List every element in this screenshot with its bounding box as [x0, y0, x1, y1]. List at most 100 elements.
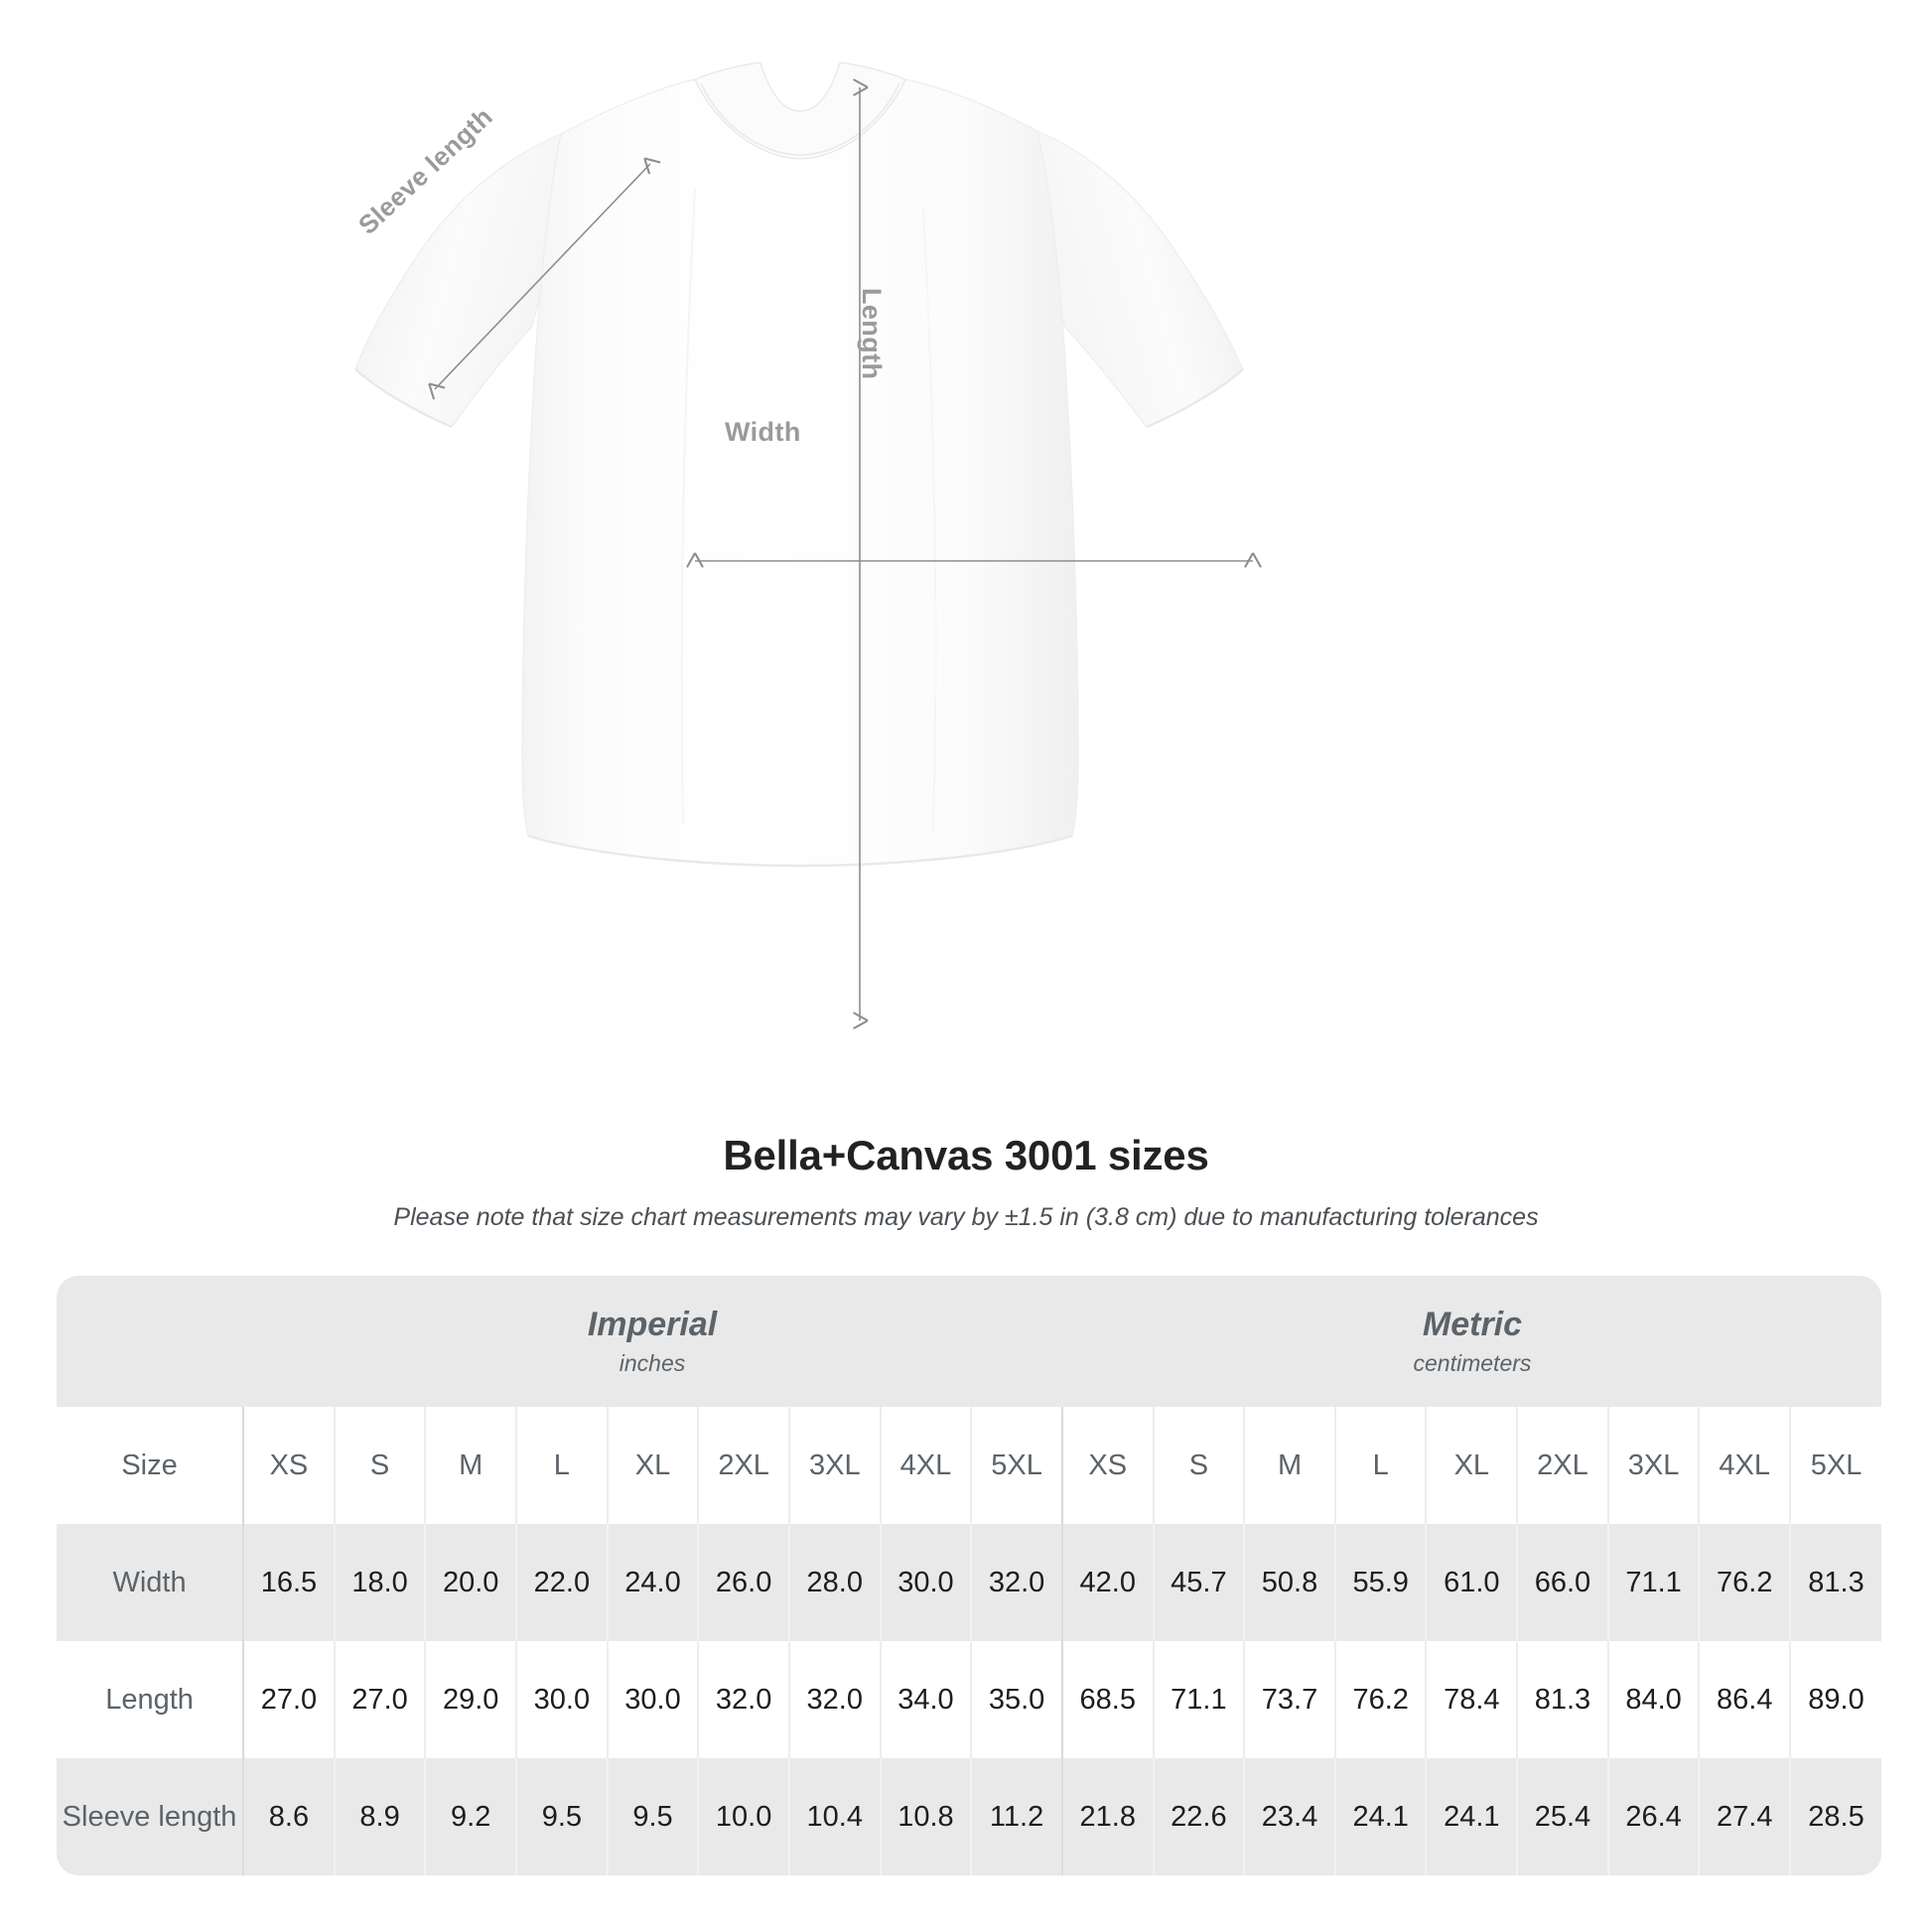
size-chart-table: Imperial inches Metric centimeters Size … — [57, 1276, 1881, 1875]
table-row: Sleeve length 8.6 8.9 9.2 9.5 9.5 10.0 1… — [57, 1758, 1881, 1875]
cell-length-imperial-xs: 27.0 — [242, 1641, 335, 1758]
unit-group-metric-name: Metric — [1422, 1305, 1523, 1343]
cell-sleeve-metric-xs: 21.8 — [1060, 1758, 1154, 1875]
left-sleeve-hem — [354, 368, 453, 429]
cell-sleeve-imperial-5xl: 11.2 — [970, 1758, 1062, 1875]
cell-sleeve-imperial-xs: 8.6 — [242, 1758, 335, 1875]
cell-width-imperial-m: 20.0 — [424, 1524, 517, 1641]
unit-band-spacer — [57, 1276, 244, 1407]
size-header-metric-3xl: 3XL — [1606, 1407, 1700, 1524]
size-header-imperial-5xl: 5XL — [970, 1407, 1062, 1524]
cell-sleeve-imperial-l: 9.5 — [515, 1758, 608, 1875]
cell-width-metric-2xl: 66.0 — [1516, 1524, 1608, 1641]
cell-sleeve-imperial-s: 8.9 — [333, 1758, 426, 1875]
page-title: Bella+Canvas 3001 sizes — [723, 1132, 1209, 1178]
unit-group-metric-sub: centimeters — [1413, 1350, 1532, 1377]
unit-group-imperial-sub: inches — [619, 1350, 686, 1377]
cell-sleeve-metric-m: 23.4 — [1243, 1758, 1335, 1875]
size-header-imperial-l: L — [515, 1407, 608, 1524]
cell-sleeve-metric-5xl: 28.5 — [1789, 1758, 1881, 1875]
cell-width-imperial-2xl: 26.0 — [697, 1524, 789, 1641]
cell-sleeve-metric-l: 24.1 — [1333, 1758, 1427, 1875]
unit-group-imperial: Imperial inches — [243, 1276, 1062, 1407]
cell-sleeve-metric-4xl: 27.4 — [1698, 1758, 1791, 1875]
cell-width-metric-l: 55.9 — [1333, 1524, 1427, 1641]
size-header-metric-xl: XL — [1425, 1407, 1518, 1524]
cell-length-metric-m: 73.7 — [1243, 1641, 1335, 1758]
cell-length-metric-l: 76.2 — [1333, 1641, 1427, 1758]
cell-length-imperial-xl: 30.0 — [606, 1641, 699, 1758]
cell-width-metric-s: 45.7 — [1152, 1524, 1245, 1641]
cell-width-metric-xs: 42.0 — [1060, 1524, 1154, 1641]
sleeve-dimension-line — [428, 157, 661, 400]
table-row: Width 16.5 18.0 20.0 22.0 24.0 26.0 28.0… — [57, 1524, 1881, 1641]
unit-group-metric: Metric centimeters — [1060, 1276, 1881, 1407]
cell-width-metric-5xl: 81.3 — [1789, 1524, 1881, 1641]
cell-width-metric-4xl: 76.2 — [1698, 1524, 1791, 1641]
unit-group-header-row: Imperial inches Metric centimeters — [57, 1276, 1881, 1407]
cell-length-metric-5xl: 89.0 — [1789, 1641, 1881, 1758]
cell-length-metric-xl: 78.4 — [1425, 1641, 1518, 1758]
size-header-metric-l: L — [1333, 1407, 1427, 1524]
unit-group-imperial-name: Imperial — [587, 1305, 718, 1343]
size-header-metric-2xl: 2XL — [1516, 1407, 1608, 1524]
size-header-metric-5xl: 5XL — [1789, 1407, 1881, 1524]
tolerance-note: Please note that size chart measurements… — [393, 1203, 1539, 1231]
row-header-width: Width — [57, 1524, 244, 1641]
cell-length-metric-4xl: 86.4 — [1698, 1641, 1791, 1758]
size-header-metric-4xl: 4XL — [1698, 1407, 1791, 1524]
cell-width-imperial-s: 18.0 — [333, 1524, 426, 1641]
size-header-imperial-3xl: 3XL — [787, 1407, 881, 1524]
left-sleeve — [354, 133, 562, 428]
cell-width-metric-xl: 61.0 — [1425, 1524, 1518, 1641]
right-sleeve — [1036, 130, 1244, 428]
cell-length-metric-2xl: 81.3 — [1516, 1641, 1608, 1758]
row-header-length: Length — [57, 1641, 244, 1758]
cell-width-imperial-4xl: 30.0 — [879, 1524, 972, 1641]
cell-length-imperial-5xl: 35.0 — [970, 1641, 1062, 1758]
table-row: Length 27.0 27.0 29.0 30.0 30.0 32.0 32.… — [57, 1641, 1881, 1758]
right-sleeve-hem — [1146, 368, 1244, 429]
shirt-collar — [694, 62, 906, 160]
cell-length-imperial-s: 27.0 — [333, 1641, 426, 1758]
cell-length-metric-3xl: 84.0 — [1606, 1641, 1700, 1758]
cell-length-metric-s: 71.1 — [1152, 1641, 1245, 1758]
size-header-metric-s: S — [1152, 1407, 1245, 1524]
cell-sleeve-imperial-m: 9.2 — [424, 1758, 517, 1875]
cell-width-imperial-xl: 24.0 — [606, 1524, 699, 1641]
width-dimension-label: Width — [725, 417, 801, 447]
cell-sleeve-metric-xl: 24.1 — [1425, 1758, 1518, 1875]
size-header-imperial-m: M — [424, 1407, 517, 1524]
cell-length-imperial-3xl: 32.0 — [787, 1641, 881, 1758]
size-header-imperial-xl: XL — [606, 1407, 699, 1524]
cell-width-imperial-3xl: 28.0 — [787, 1524, 881, 1641]
collar-stitch — [700, 82, 900, 156]
tshirt-diagram: Sleeve length Length Width — [352, 62, 1262, 1030]
cell-sleeve-metric-2xl: 25.4 — [1516, 1758, 1608, 1875]
title-block: Bella+Canvas 3001 sizes Please note that… — [0, 1132, 1932, 1232]
shirt-body — [521, 78, 1079, 867]
cell-sleeve-imperial-xl: 9.5 — [606, 1758, 699, 1875]
cell-width-imperial-5xl: 32.0 — [970, 1524, 1062, 1641]
size-header-row: Size XS S M L XL 2XL 3XL 4XL 5XL XS S M … — [57, 1407, 1881, 1524]
fabric-fold — [922, 207, 937, 833]
cell-length-imperial-l: 30.0 — [515, 1641, 608, 1758]
cell-length-metric-xs: 68.5 — [1060, 1641, 1154, 1758]
cell-sleeve-metric-3xl: 26.4 — [1606, 1758, 1700, 1875]
tshirt-illustration — [354, 62, 1262, 1030]
length-dimension-label: Length — [857, 288, 887, 380]
size-header-imperial-2xl: 2XL — [697, 1407, 789, 1524]
cell-sleeve-metric-s: 22.6 — [1152, 1758, 1245, 1875]
cell-length-imperial-m: 29.0 — [424, 1641, 517, 1758]
size-header-imperial-xs: XS — [242, 1407, 335, 1524]
bottom-hem — [527, 834, 1073, 868]
cell-width-metric-m: 50.8 — [1243, 1524, 1335, 1641]
cell-length-imperial-2xl: 32.0 — [697, 1641, 789, 1758]
row-header-sleeve-length: Sleeve length — [57, 1758, 244, 1875]
cell-width-imperial-xs: 16.5 — [242, 1524, 335, 1641]
cell-length-imperial-4xl: 34.0 — [879, 1641, 972, 1758]
fabric-fold — [680, 188, 696, 825]
row-header-size: Size — [57, 1407, 244, 1524]
cell-width-metric-3xl: 71.1 — [1606, 1524, 1700, 1641]
